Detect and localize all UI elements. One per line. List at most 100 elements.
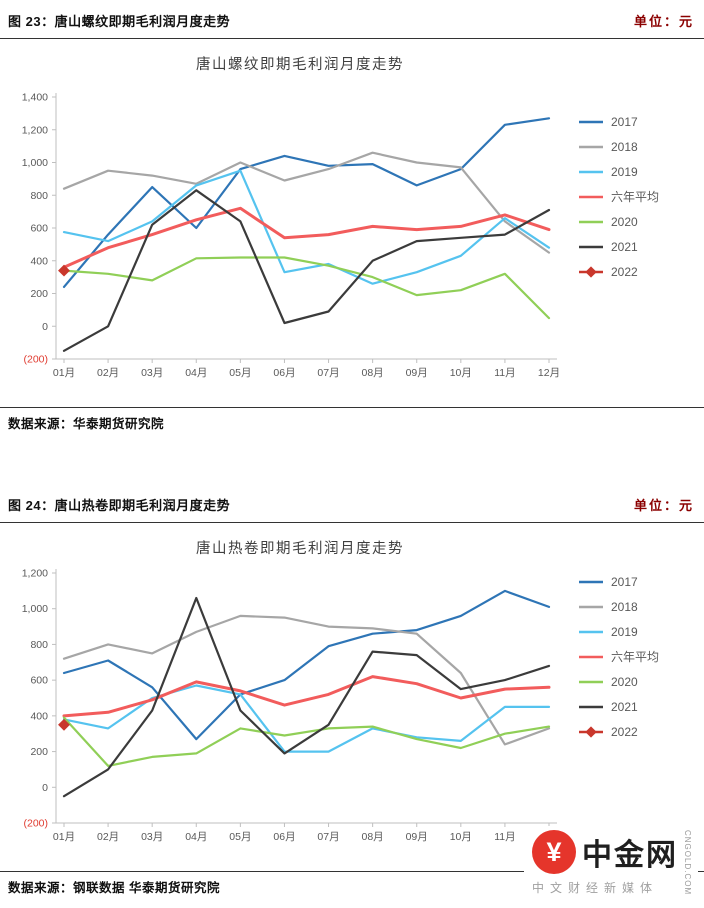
legend-item-2017: 2017 bbox=[578, 569, 659, 594]
series-line-2017 bbox=[62, 589, 551, 741]
legend-label: 2018 bbox=[611, 599, 638, 614]
y-tick-label: (200) bbox=[23, 818, 48, 830]
legend-label: 2019 bbox=[611, 164, 638, 179]
y-tick-label: 600 bbox=[30, 223, 48, 235]
y-tick-label: (200) bbox=[23, 354, 48, 366]
legend-label: 六年平均 bbox=[611, 650, 660, 664]
y-tick-label: 600 bbox=[30, 675, 48, 687]
legend-swatch-avg6 bbox=[579, 195, 603, 198]
x-tick-label: 03月 bbox=[141, 367, 163, 379]
legend-item-2022: 2022 bbox=[578, 719, 659, 744]
x-tick-label: 04月 bbox=[185, 367, 207, 379]
legend-item-2019: 2019 bbox=[578, 619, 659, 644]
x-tick-label: 02月 bbox=[97, 831, 119, 843]
legend-label: 2021 bbox=[611, 699, 638, 714]
y-tick-label: 0 bbox=[42, 321, 48, 333]
x-tick-label: 12月 bbox=[538, 367, 560, 379]
series-line-2019 bbox=[62, 169, 551, 285]
figure-24-chart-title: 唐山热卷即期毛利润月度走势 bbox=[196, 541, 404, 557]
y-tick-label: 1,000 bbox=[22, 157, 48, 169]
y-tick-label: 800 bbox=[30, 190, 48, 202]
yen-icon: ¥ bbox=[546, 836, 562, 867]
y-tick-label: 0 bbox=[42, 782, 48, 794]
y-tick-label: 800 bbox=[30, 639, 48, 651]
figure-24-plot: (200) 0 200 400 600 800 1,000 1,200 01月 02月 03月 04月… bbox=[22, 568, 560, 844]
figure-24-chart-area: 唐山热卷即期毛利润月度走势 (200) 0 200 400 600 800 1,000 1,2… bbox=[0, 523, 704, 871]
legend-swatch-2017 bbox=[579, 120, 603, 123]
legend-item-2021: 2021 bbox=[578, 694, 659, 719]
x-tick-label: 09月 bbox=[406, 831, 428, 843]
y-tick-label: 400 bbox=[30, 255, 48, 267]
x-tick-label: 08月 bbox=[362, 831, 384, 843]
legend-label: 2019 bbox=[611, 624, 638, 639]
legend-label: 2022 bbox=[611, 724, 638, 739]
legend-item-2019: 2019 bbox=[578, 159, 659, 184]
y-tick-label: 200 bbox=[30, 746, 48, 758]
x-tick-label: 02月 bbox=[97, 367, 119, 379]
x-tick-label: 10月 bbox=[450, 367, 472, 379]
cngold-logo-icon: ¥ bbox=[532, 830, 576, 874]
legend-swatch-2022 bbox=[579, 725, 603, 738]
figure-24-section: 图 24：唐山热卷即期毛利润月度走势 单位：元 唐山热卷即期毛利润月度走势 (2… bbox=[0, 484, 704, 904]
legend-swatch-2019 bbox=[579, 170, 603, 173]
x-tick-label: 01月 bbox=[53, 831, 75, 843]
legend-swatch-2018 bbox=[579, 145, 603, 148]
legend-item-2020: 2020 bbox=[578, 209, 659, 234]
legend-item-avg6: 六年平均 bbox=[578, 644, 659, 669]
figure-23-chart-area: 唐山螺纹即期毛利润月度走势 (200) 0 200 400 600 800 1,000 1,2… bbox=[0, 39, 704, 407]
y-tick-label: 1,000 bbox=[22, 603, 48, 615]
x-tick-label: 08月 bbox=[362, 367, 384, 379]
legend-label: 2020 bbox=[611, 214, 638, 229]
x-tick-label: 07月 bbox=[317, 367, 339, 379]
legend-label: 六年平均 bbox=[611, 190, 660, 204]
x-tick-label: 07月 bbox=[317, 831, 339, 843]
figure-23-caption: 图 23：唐山螺纹即期毛利润月度走势 bbox=[8, 14, 231, 29]
series-line-2018 bbox=[62, 151, 551, 254]
figure-24-header: 图 24：唐山热卷即期毛利润月度走势 单位：元 bbox=[0, 484, 704, 523]
series-line-avg6 bbox=[62, 206, 551, 269]
x-tick-label: 11月 bbox=[494, 831, 515, 843]
figure-23-header: 图 23：唐山螺纹即期毛利润月度走势 单位：元 bbox=[0, 0, 704, 39]
x-tick-label: 10月 bbox=[450, 831, 472, 843]
legend-swatch-2018 bbox=[579, 605, 603, 608]
cngold-logo-row: ¥ 中金网 CNGOLD.COM bbox=[532, 830, 692, 895]
x-tick-label: 05月 bbox=[229, 831, 251, 843]
legend-label: 2017 bbox=[611, 114, 638, 129]
x-tick-label: 01月 bbox=[53, 367, 75, 379]
legend-swatch-2021 bbox=[579, 245, 603, 248]
legend-item-2017: 2017 bbox=[578, 109, 659, 134]
y-tick-label: 1,200 bbox=[22, 568, 48, 580]
x-tick-label: 06月 bbox=[273, 831, 295, 843]
legend-swatch-2019 bbox=[579, 630, 603, 633]
legend-label: 2022 bbox=[611, 264, 638, 279]
legend-label: 2017 bbox=[611, 574, 638, 589]
legend-item-2021: 2021 bbox=[578, 234, 659, 259]
series-line-2021 bbox=[62, 596, 551, 798]
figure-23-legend: 2017 2018 2019 六年平均 2020 2021 2022 bbox=[578, 109, 659, 284]
legend-swatch-2020 bbox=[579, 680, 603, 683]
legend-swatch-avg6 bbox=[579, 655, 603, 658]
series-line-2020 bbox=[62, 256, 551, 320]
legend-swatch-2022 bbox=[579, 265, 603, 278]
y-tick-label: 400 bbox=[30, 710, 48, 722]
legend-item-2020: 2020 bbox=[578, 669, 659, 694]
figure-24-unit-label: 单位：元 bbox=[633, 498, 694, 513]
y-tick-label: 1,200 bbox=[22, 124, 48, 136]
legend-label: 2020 bbox=[611, 674, 638, 689]
figure-23-source: 数据来源：华泰期货研究院 bbox=[0, 407, 704, 440]
series-line-2018 bbox=[62, 614, 551, 746]
x-tick-label: 05月 bbox=[229, 367, 251, 379]
series-line-avg6 bbox=[62, 675, 551, 718]
brand-name: 中金网 bbox=[582, 839, 678, 872]
legend-item-2018: 2018 bbox=[578, 134, 659, 159]
x-tick-label: 04月 bbox=[185, 831, 207, 843]
figure-24-legend: 2017 2018 2019 六年平均 2020 2021 2022 bbox=[578, 569, 659, 744]
series-line-2020 bbox=[62, 716, 551, 767]
x-tick-label: 11月 bbox=[494, 367, 515, 379]
legend-item-2018: 2018 bbox=[578, 594, 659, 619]
brand-tagline: 中文财经新媒体 bbox=[532, 881, 659, 895]
series-line-2017 bbox=[62, 117, 551, 288]
x-tick-label: 06月 bbox=[273, 367, 295, 379]
x-tick-label: 09月 bbox=[406, 367, 428, 379]
figure-23-unit-label: 单位：元 bbox=[633, 14, 694, 29]
